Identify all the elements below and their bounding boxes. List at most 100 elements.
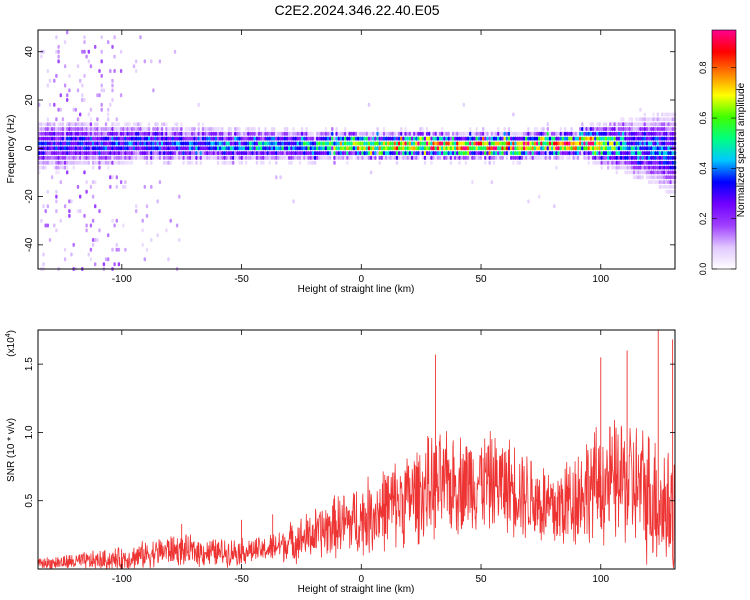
spectrogram-cell	[535, 127, 539, 131]
spectrogram-cell	[53, 102, 56, 107]
spectrogram-cell	[145, 213, 149, 218]
spectrogram-cell	[626, 131, 629, 136]
spectrogram-cell	[275, 146, 278, 151]
spectrogram-cell	[471, 155, 474, 160]
spectrogram-cell	[300, 151, 304, 156]
spectrogram-cell	[624, 127, 627, 131]
spectrogram-cell	[96, 122, 99, 127]
spectrogram-cell	[320, 141, 323, 146]
spectrogram-cell	[44, 209, 47, 214]
spectrogram-cell	[165, 160, 168, 165]
spectrogram-cell	[87, 146, 90, 151]
spectrogram-cell	[492, 155, 496, 160]
spectrogram-cell	[188, 155, 192, 160]
spectrogram-cell	[260, 141, 263, 146]
spectrogram-cell	[665, 127, 668, 131]
spectrogram-cell	[365, 136, 368, 141]
spectrogram-cell	[232, 146, 235, 151]
spectrogram-cell	[126, 151, 129, 156]
spectrogram-cell	[475, 141, 478, 146]
spectrogram-cell	[193, 131, 196, 136]
spectrogram-cell	[503, 127, 506, 131]
spectrogram-cell	[163, 141, 166, 146]
spectrogram-cell	[423, 136, 427, 141]
spectrogram-cell	[119, 136, 123, 141]
spectrogram-cell	[581, 146, 584, 151]
spectrogram-cell	[191, 131, 194, 136]
spectrogram-cell	[74, 141, 77, 146]
spectrogram-cell	[199, 136, 202, 141]
spectrogram-cell	[475, 131, 478, 136]
spectrogram-cell	[42, 262, 45, 267]
spectrogram-cell	[268, 136, 271, 141]
spectrogram-cell	[119, 49, 123, 54]
spectrogram-cell	[135, 69, 138, 73]
spectrogram-cell	[89, 122, 93, 127]
spectrogram-cell	[658, 136, 662, 141]
spectrogram-cell	[290, 155, 293, 160]
spectrogram-cell	[598, 151, 601, 156]
spectrogram-cell	[150, 141, 153, 146]
spectrogram-cell	[611, 141, 614, 146]
spectrogram-cell	[79, 160, 82, 165]
spectrogram-cell	[94, 204, 97, 209]
spectrogram-cell	[264, 131, 267, 136]
spectrogram-cell	[38, 141, 41, 146]
spectrogram-cell	[268, 146, 271, 151]
spectrogram-cell	[66, 127, 69, 131]
spectrogram-cell	[637, 146, 640, 151]
spectrogram-cell	[294, 155, 297, 160]
spectrogram-cell	[244, 141, 248, 146]
spectrogram-cell	[158, 131, 162, 136]
spectrogram-cell	[232, 131, 235, 136]
spectrogram-cell	[113, 151, 116, 156]
spectrogram-cell	[587, 155, 590, 160]
spectrogram-cell	[141, 131, 144, 136]
spectrogram-cell	[66, 165, 69, 170]
spectrogram-cell	[553, 155, 556, 160]
spectrogram-cell	[376, 131, 379, 136]
spectrogram-cell	[566, 146, 569, 151]
spectrogram-cell	[671, 189, 674, 194]
spectrogram-cell	[38, 165, 41, 170]
spectrogram-cell	[81, 136, 84, 141]
spectrogram-cell	[318, 141, 321, 146]
spectrogram-cell	[663, 141, 666, 146]
spectrogram-cell	[645, 122, 649, 127]
spectrogram-cell	[188, 127, 192, 131]
spectrogram-cell	[624, 151, 627, 156]
spectrogram-cell	[604, 141, 608, 146]
spectrogram-cell	[469, 151, 472, 156]
spectrogram-cell	[294, 146, 297, 151]
spectrogram-cell	[298, 141, 302, 146]
spectrogram-cell	[195, 131, 198, 136]
spectrogram-cell	[68, 146, 71, 151]
spectrogram-cell	[615, 160, 618, 165]
spectrogram-cell	[520, 146, 524, 151]
spectrogram-cell	[199, 155, 202, 160]
spectrogram-cell	[466, 146, 470, 151]
spectrogram-cell	[191, 146, 194, 151]
spectrogram-cell	[410, 131, 414, 136]
spectrogram-cell	[540, 151, 543, 156]
spectrogram-cell	[40, 54, 43, 59]
spectrogram-cell	[626, 170, 629, 175]
spectrogram-cell	[451, 155, 455, 160]
spectrogram-cell	[430, 146, 433, 151]
spectrogram-cell	[512, 160, 515, 165]
spectrogram-cell	[382, 141, 386, 146]
spectrogram-cell	[617, 141, 621, 146]
spectrogram-cell	[378, 155, 381, 160]
spectrogram-cell	[339, 131, 343, 136]
spectrogram-cell	[216, 131, 220, 136]
spectrogram-cell	[87, 59, 90, 64]
spectrogram-cell	[441, 131, 444, 136]
spectrogram-cell	[357, 141, 360, 146]
spectrogram-cell	[635, 131, 638, 136]
spectrogram-cell	[175, 136, 179, 141]
spectrogram-cell	[42, 49, 45, 54]
spectrogram-cell	[499, 151, 502, 156]
spectrogram-cell	[113, 146, 116, 151]
spectrogram-cell	[654, 131, 657, 136]
